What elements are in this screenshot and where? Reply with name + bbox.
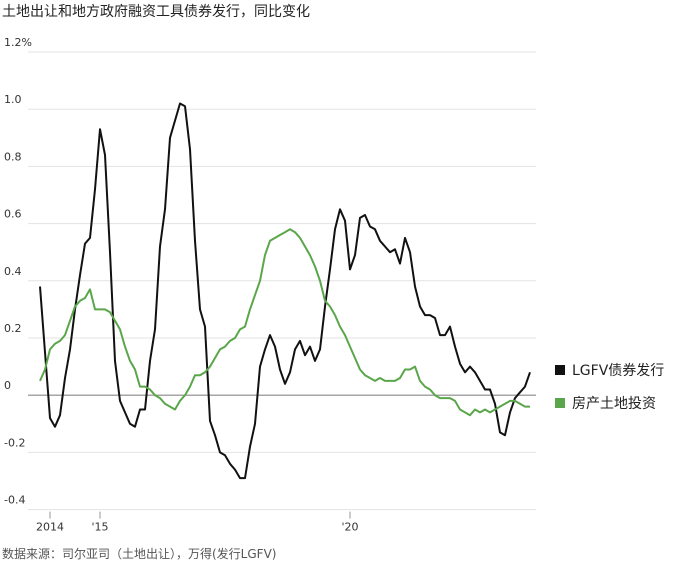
x-tick-label: '15 [91,521,108,534]
y-tick-label: 0.4 [4,265,22,278]
legend-label: LGFV债券发行 [572,363,664,379]
y-tick-label: 0 [4,379,11,392]
source-note: 数据来源：司尔亚司（土地出让），万得(发行LGFV) [2,546,276,561]
y-tick-label: 1.0 [4,93,22,106]
y-tick-label: 0.2 [4,322,22,335]
series-line [39,228,530,417]
y-tick-label: 1.2% [4,36,32,49]
x-tick-label: '20 [341,521,358,534]
legend-swatch [555,398,565,408]
x-tick-label: 2014 [36,521,64,534]
series-line [39,102,531,480]
y-tick-label: -0.2 [4,436,25,449]
legend-swatch [555,365,565,375]
chart-title: 土地出让和地方政府融资工具债券发行，同比变化 [2,4,310,20]
legend-label: 房产土地投资 [572,396,656,412]
y-tick-label: 0.6 [4,208,22,221]
y-tick-label: -0.4 [4,494,25,507]
y-tick-label: 0.8 [4,150,22,163]
